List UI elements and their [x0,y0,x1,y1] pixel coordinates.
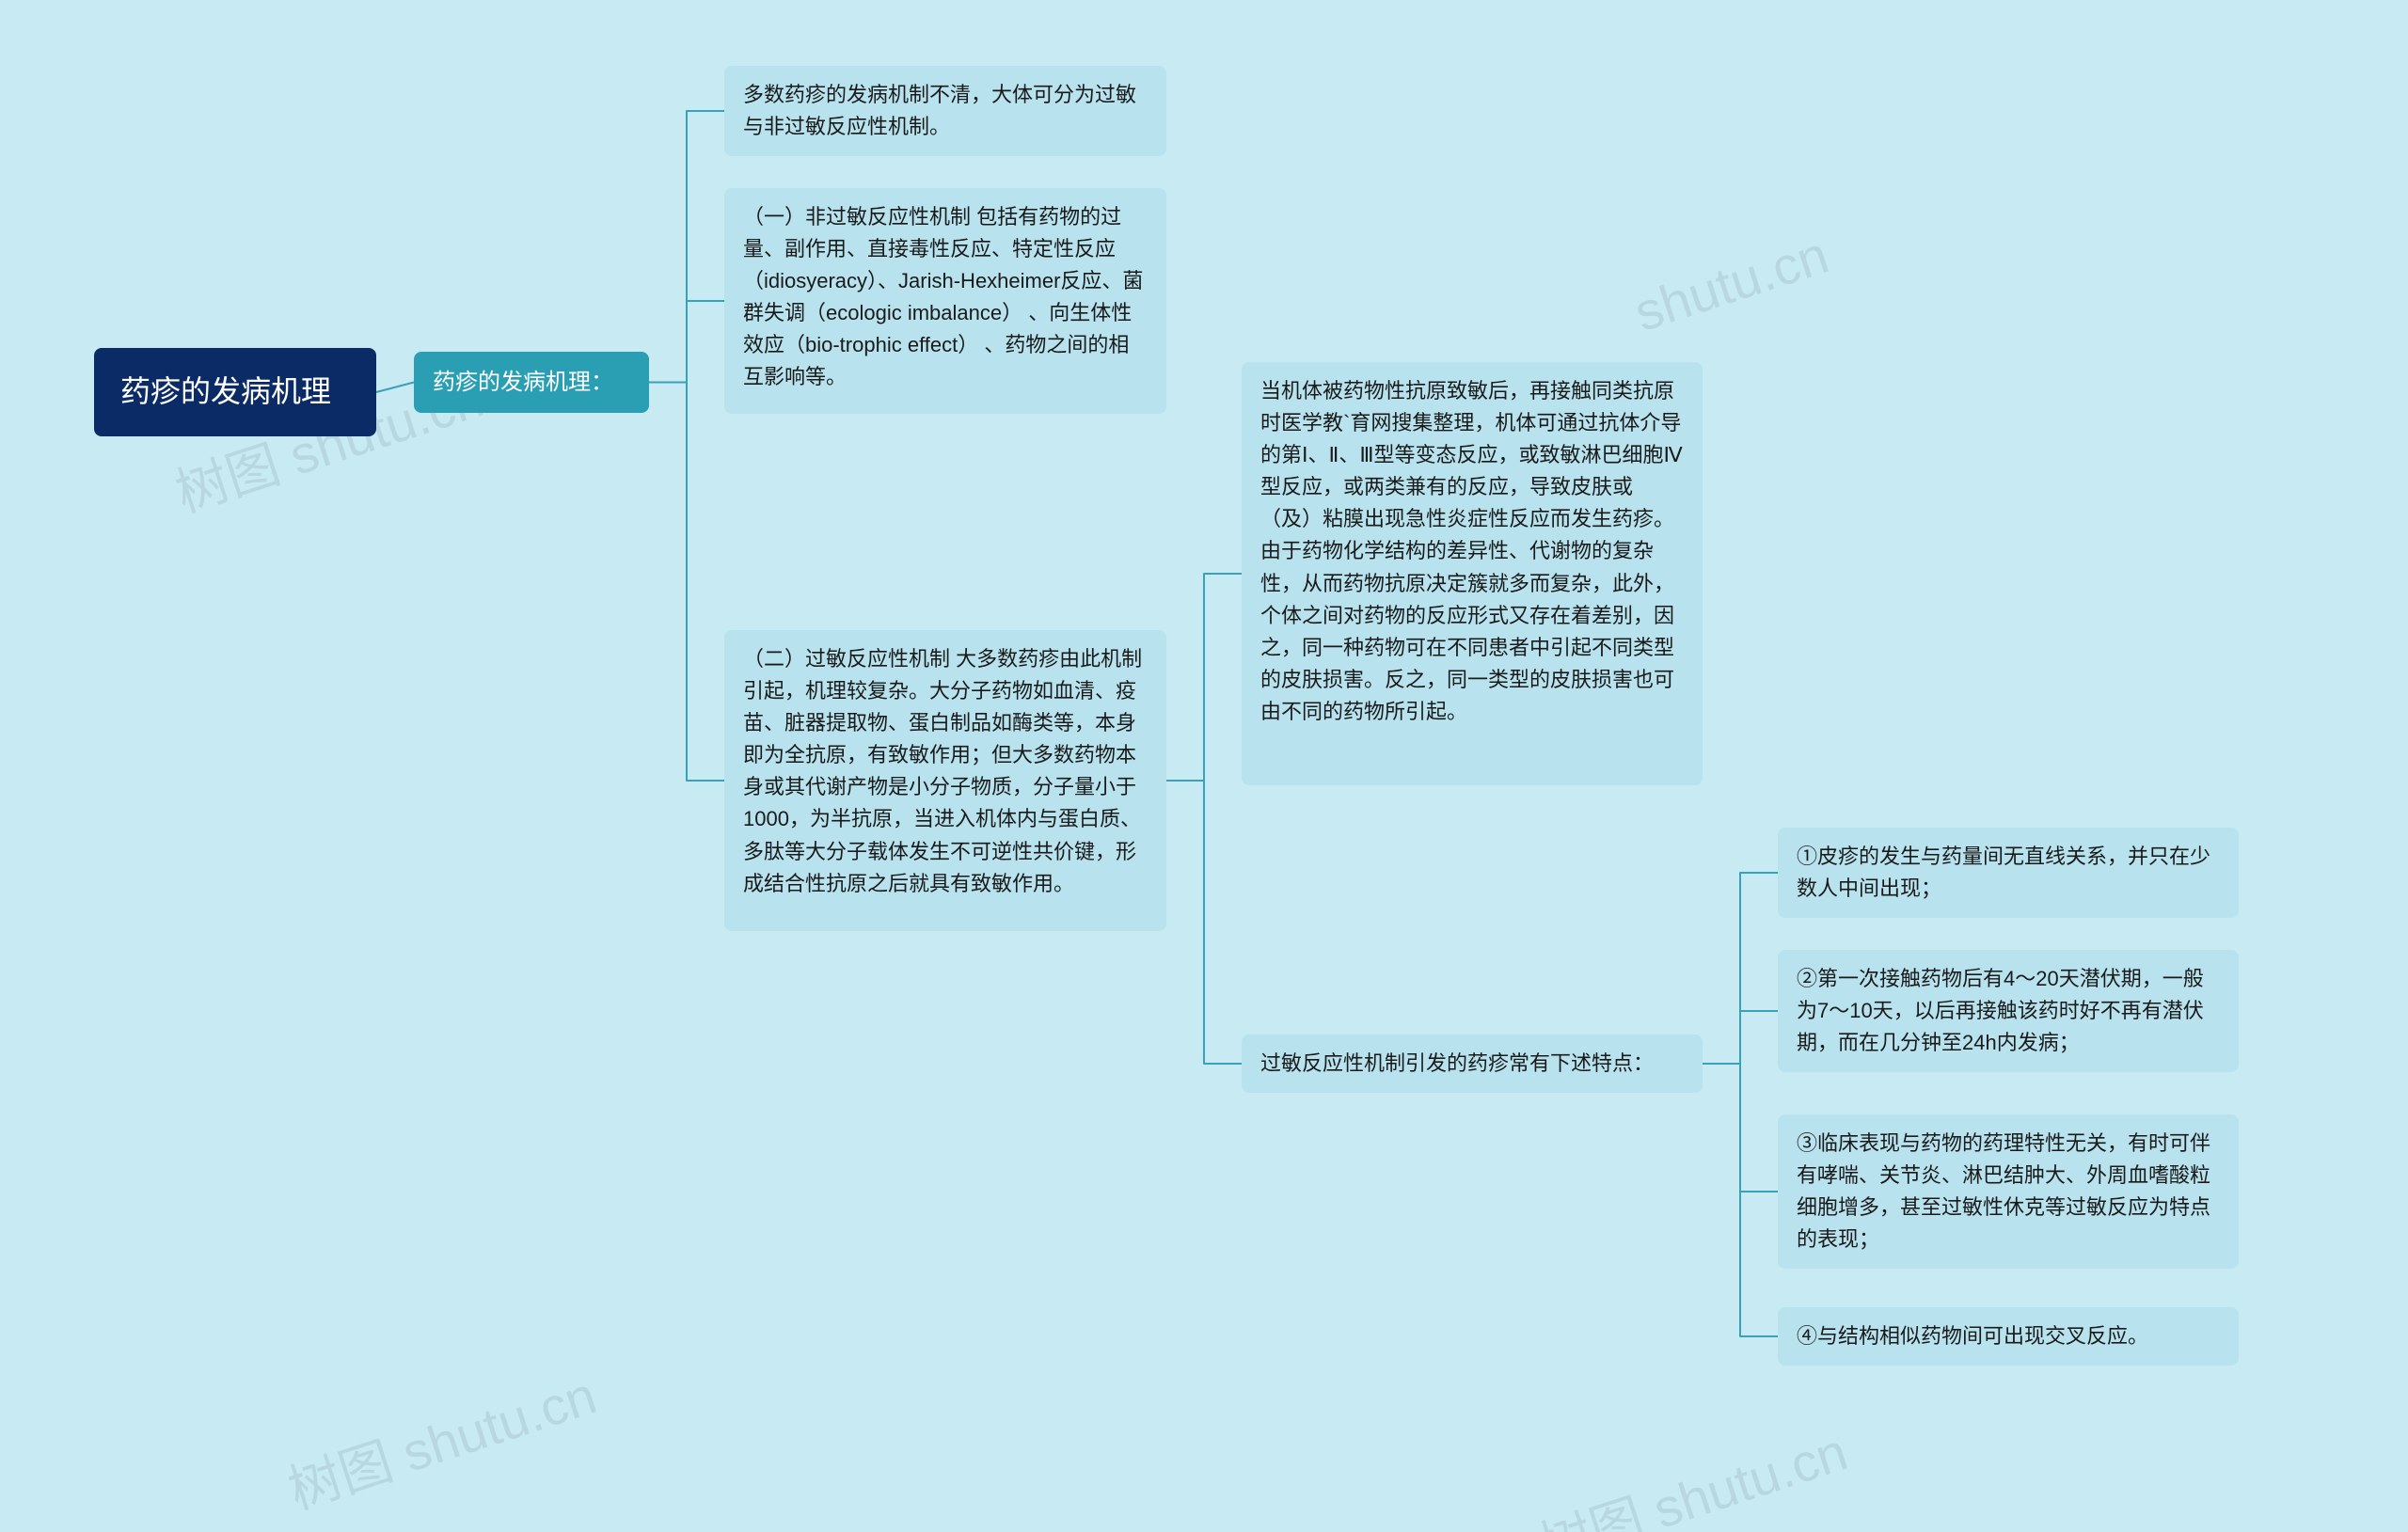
mindmap-branch[interactable]: 药疹的发病机理： [414,352,649,413]
mindmap-node[interactable]: 多数药疹的发病机制不清，大体可分为过敏与非过敏反应性机制。 [724,66,1166,156]
mindmap-root[interactable]: 药疹的发病机理 [94,348,376,436]
mindmap-node[interactable]: 当机体被药物性抗原致敏后，再接触同类抗原时医学教`育网搜集整理，机体可通过抗体介… [1242,362,1703,785]
mindmap-node[interactable]: （二）过敏反应性机制 大多数药疹由此机制引起，机理较复杂。大分子药物如血清、疫苗… [724,630,1166,931]
mindmap-node[interactable]: （一）非过敏反应性机制 包括有药物的过量、副作用、直接毒性反应、特定性反应（id… [724,188,1166,414]
mindmap-leaf[interactable]: ③临床表现与药物的药理特性无关，有时可伴有哮喘、关节炎、淋巴结肿大、外周血嗜酸粒… [1778,1114,2239,1269]
mindmap-node[interactable]: 过敏反应性机制引发的药疹常有下述特点： [1242,1034,1703,1093]
mindmap-leaf[interactable]: ④与结构相似药物间可出现交叉反应。 [1778,1307,2239,1366]
canvas-background [0,0,2408,1532]
mindmap-leaf[interactable]: ②第一次接触药物后有4～20天潜伏期，一般为7～10天，以后再接触该药时好不再有… [1778,950,2239,1072]
mindmap-leaf[interactable]: ①皮疹的发生与药量间无直线关系，并只在少数人中间出现； [1778,828,2239,918]
